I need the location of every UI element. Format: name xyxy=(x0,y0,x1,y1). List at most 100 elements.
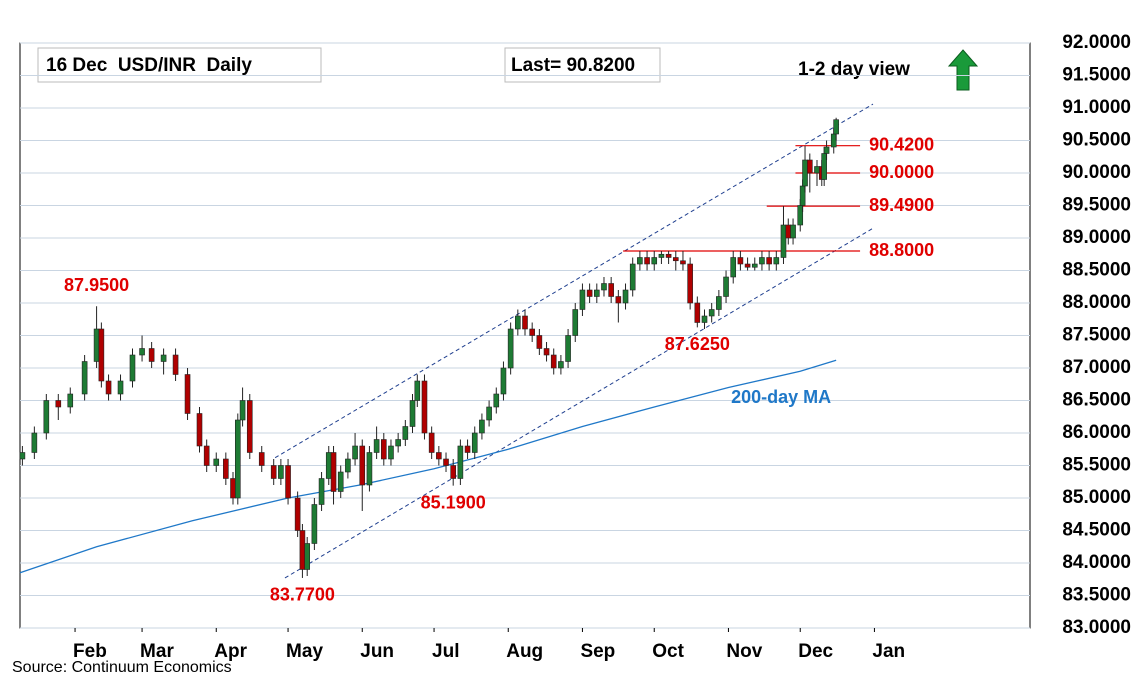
candle-body xyxy=(797,205,804,226)
up-arrow xyxy=(947,49,979,91)
candle-body xyxy=(543,348,550,356)
candle-body xyxy=(409,400,416,427)
candle-body xyxy=(814,166,820,174)
last-box xyxy=(504,47,661,83)
candle-body xyxy=(395,439,401,447)
y-tick-label: 87.0000 xyxy=(1062,357,1131,378)
candle-body xyxy=(644,257,650,265)
candle-body xyxy=(507,328,514,369)
y-tick-label: 89.5000 xyxy=(1062,195,1131,216)
candle-body xyxy=(421,380,428,434)
candle-body xyxy=(304,543,311,570)
candle-body xyxy=(436,452,442,460)
moving-average-line xyxy=(19,359,837,574)
candle-body xyxy=(701,315,708,323)
candle-body xyxy=(479,419,485,434)
candle-body xyxy=(708,309,715,317)
y-tick-label: 88.5000 xyxy=(1062,260,1131,281)
y-tick-label: 84.5000 xyxy=(1062,520,1131,541)
chart-title: 16 Dec USD/INR Daily xyxy=(46,55,252,76)
y-tick-label: 91.0000 xyxy=(1062,97,1131,118)
candle-body xyxy=(744,263,751,268)
x-tick-label: Aug xyxy=(506,641,543,662)
candle-body xyxy=(67,393,74,408)
candle-body xyxy=(31,432,38,453)
candle-body xyxy=(785,224,792,239)
candle-body xyxy=(234,419,241,499)
candle-body xyxy=(830,133,837,148)
candle-body xyxy=(450,465,456,479)
y-tick-label: 88.0000 xyxy=(1062,292,1131,313)
x-tick-label: Jul xyxy=(432,641,459,662)
x-tick-label: Apr xyxy=(214,641,247,662)
moving-average-label: 200-day MA xyxy=(731,387,831,407)
candle-body xyxy=(780,224,787,258)
candle-body xyxy=(139,348,145,356)
x-tick-label: Mar xyxy=(140,641,174,662)
channel-line xyxy=(274,103,874,459)
candle-body xyxy=(43,400,50,434)
candle-body xyxy=(359,445,366,486)
y-tick-label: 85.0000 xyxy=(1062,487,1131,508)
candle-body xyxy=(737,257,744,265)
candle-body xyxy=(98,328,105,382)
candle-body xyxy=(790,224,796,239)
candle-body xyxy=(515,315,521,330)
candle-body xyxy=(723,276,729,297)
candle-body xyxy=(622,289,629,304)
y-tick-label: 86.0000 xyxy=(1062,422,1131,443)
price-annotation: 87.6250 xyxy=(665,334,730,354)
source: Source: Continuum Economics xyxy=(12,659,232,676)
x-tick-label: Jan xyxy=(872,641,905,662)
candle-body xyxy=(751,263,758,268)
candle-body xyxy=(318,478,325,505)
x-tick-label: Oct xyxy=(652,641,684,662)
candle-body xyxy=(493,393,500,408)
candle-body xyxy=(196,413,203,447)
candle-body xyxy=(311,504,318,544)
y-tick-label: 83.5000 xyxy=(1062,585,1131,606)
candle-body xyxy=(500,367,507,395)
candle-body xyxy=(529,328,535,336)
candle-body xyxy=(388,445,394,460)
y-tick-label: 83.0000 xyxy=(1062,617,1131,638)
candle-body xyxy=(172,354,179,375)
candle-body xyxy=(299,530,306,570)
candle-body xyxy=(230,478,236,499)
candle-body xyxy=(550,354,557,369)
y-tick-label: 86.5000 xyxy=(1062,390,1131,411)
candle-body xyxy=(807,159,813,174)
price-annotation: 85.1900 xyxy=(421,492,486,512)
candle-body xyxy=(586,289,593,297)
x-tick-label: Feb xyxy=(73,641,107,662)
x-tick-label: Nov xyxy=(726,641,762,662)
candle-body xyxy=(759,257,765,265)
candle-body xyxy=(672,257,679,262)
candle-body xyxy=(366,452,373,486)
candle-body xyxy=(457,445,464,479)
candle-body xyxy=(601,283,607,291)
y-tick-label: 87.5000 xyxy=(1062,325,1131,346)
last-price: Last= 90.8200 xyxy=(511,55,635,76)
x-tick-label: May xyxy=(286,641,323,662)
candle-body xyxy=(148,348,155,362)
candle-body xyxy=(522,315,528,330)
candle-body xyxy=(833,119,839,135)
candle-body xyxy=(129,354,136,382)
candle-body xyxy=(471,432,478,453)
candle-body xyxy=(345,458,351,473)
candle-body xyxy=(278,465,284,479)
candle-body xyxy=(258,452,265,466)
candle-body xyxy=(773,257,780,265)
candle-body xyxy=(464,445,471,453)
candle-body xyxy=(414,380,421,401)
candle-body xyxy=(821,153,827,180)
candle-body xyxy=(93,328,100,362)
candle-body xyxy=(615,296,622,304)
candle-body xyxy=(558,361,564,369)
y-tick-label: 85.5000 xyxy=(1062,455,1131,476)
candle-body xyxy=(730,257,737,278)
candle-body xyxy=(766,257,772,265)
y-tick-label: 90.0000 xyxy=(1062,162,1131,183)
candle-body xyxy=(651,257,658,265)
